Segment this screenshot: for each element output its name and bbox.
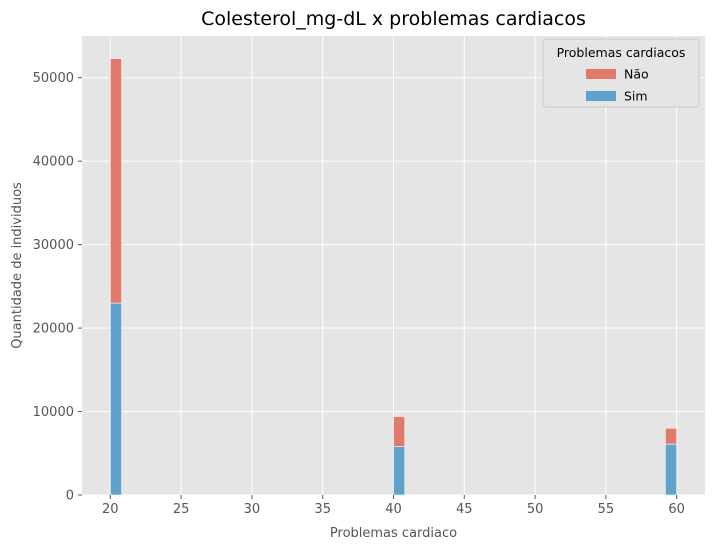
legend-title: Problemas cardiacos [557, 45, 686, 60]
x-tick-label: 30 [244, 502, 261, 517]
x-tick-label: 60 [668, 502, 685, 517]
legend: Problemas cardiacos Não Sim [542, 38, 700, 108]
bar-sim [393, 446, 406, 496]
legend-label: Não [624, 67, 649, 82]
bar-n-o [393, 416, 406, 447]
chart-title: Colesterol_mg-dL x problemas cardiacos [201, 8, 586, 30]
y-tick-label: 40000 [33, 155, 74, 170]
y-tick-label: 50000 [33, 71, 74, 86]
bar-n-o [110, 58, 122, 304]
y-axis-ticks: 0 10000 20000 30000 40000 50000 [33, 71, 82, 504]
bar-sim [110, 302, 122, 496]
bar-sim [665, 443, 677, 496]
x-tick-label: 45 [456, 502, 473, 517]
x-tick-label: 25 [173, 502, 190, 517]
x-axis-label: Problemas cardiaco [330, 526, 457, 541]
x-tick-label: 35 [314, 502, 331, 517]
y-axis-label: Quantidade de individuos [10, 182, 25, 349]
legend-items: Não Sim [586, 67, 649, 104]
x-tick-label: 55 [598, 502, 615, 517]
x-axis-ticks: 20 25 30 35 40 45 50 55 60 [102, 495, 685, 517]
legend-box [542, 38, 700, 108]
y-tick-label: 20000 [33, 322, 74, 337]
bars [110, 58, 677, 496]
legend-swatch [586, 69, 616, 79]
x-tick-label: 20 [102, 502, 119, 517]
x-tick-label: 50 [527, 502, 544, 517]
legend-label: Sim [624, 89, 648, 104]
legend-swatch [586, 91, 616, 101]
bar-n-o [665, 427, 677, 445]
x-tick-label: 40 [385, 502, 402, 517]
y-tick-label: 30000 [33, 238, 74, 253]
y-tick-label: 0 [66, 489, 74, 504]
y-tick-label: 10000 [33, 405, 74, 420]
